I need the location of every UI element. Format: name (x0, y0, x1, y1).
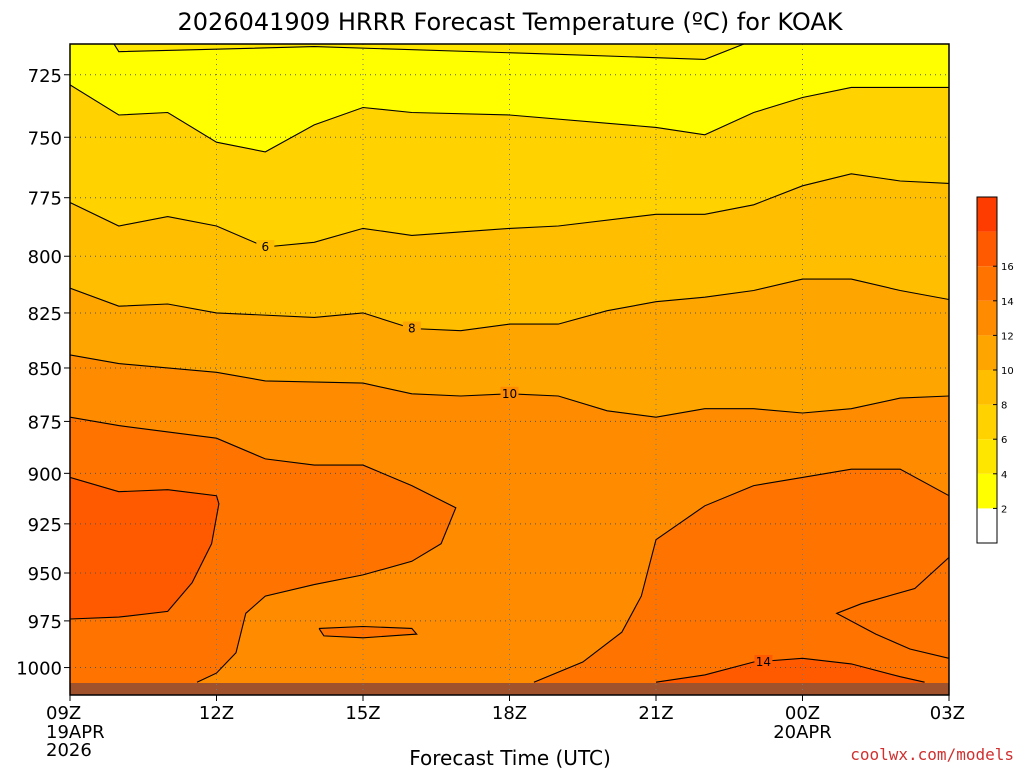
contour-label-14: 14 (756, 655, 771, 669)
colorbar-swatch-2 (977, 439, 997, 474)
y-tick-label-975: 975 (28, 612, 62, 633)
colorbar-label-8: 8 (1001, 401, 1007, 412)
x-tick-label-18Z: 18Z (492, 703, 527, 724)
y-tick-label-950: 950 (28, 564, 62, 585)
contour-14-10 (655, 657, 925, 683)
grid-lines (70, 44, 949, 695)
contour-12-8 (318, 625, 418, 639)
contour-label-6: 6 (262, 240, 270, 254)
x-tick-sublabel-20APR: 20APR (773, 722, 832, 743)
x-tick-label-00Z: 00Z (785, 703, 820, 724)
contour-label-bg-4 (500, 386, 519, 401)
band-region-9 (70, 477, 219, 619)
contour-label-8: 8 (408, 322, 416, 336)
contour-lines: 6 8 10 14 (70, 44, 949, 683)
y-tick-label-850: 850 (28, 359, 62, 380)
colorbar-swatch-9 (977, 197, 997, 232)
contour-4-1 (70, 84, 949, 153)
colorbar: 2 4 6 8 10 12 14 16 (976, 196, 1014, 544)
contour-label-10: 10 (502, 387, 517, 401)
contour-8-3 (70, 278, 949, 332)
y-tick-label-725: 725 (28, 66, 62, 87)
y-axis: 725 750 775 800 825 850 875 900 925 950 975 1000 (16, 66, 70, 680)
colorbar-swatch-7 (977, 266, 997, 301)
contour-10-4 (70, 354, 949, 418)
x-tick-label-09Z: 09Z (46, 703, 81, 724)
band-region-5 (70, 417, 456, 695)
y-tick-label-1000: 1000 (16, 659, 62, 680)
band-region-8 (319, 626, 417, 638)
contour-2-0 (113, 44, 745, 60)
y-tick-label-825: 825 (28, 304, 62, 325)
contour-14-9 (70, 476, 220, 620)
x-tick-sublabel-19APR: 19APR (46, 722, 105, 743)
x-tick-label-15Z: 15Z (345, 703, 380, 724)
y-tick-label-925: 925 (28, 515, 62, 536)
colorbar-swatch-0 (977, 508, 997, 543)
colorbar-swatch-1 (977, 473, 997, 509)
plot-area: 6 8 10 14 (70, 44, 949, 695)
colorbar-label-12: 12 (1001, 331, 1014, 342)
band-region-0 (114, 44, 744, 60)
colorbar-swatch-5 (977, 335, 997, 370)
contour-12-7 (835, 556, 949, 659)
y-tick-label-900: 900 (28, 464, 62, 485)
colorbar-label-4: 4 (1001, 470, 1007, 481)
colorbar-swatch-4 (977, 370, 997, 405)
colorbar-label-16: 16 (1001, 262, 1014, 273)
colorbar-label-2: 2 (1001, 504, 1007, 515)
contour-label-bg-10 (754, 655, 773, 670)
contour-label-bg-3 (402, 321, 421, 336)
x-tick-label-21Z: 21Z (638, 703, 673, 724)
contour-12-6 (533, 468, 949, 683)
x-axis-label: Forecast Time (UTC) (409, 746, 611, 768)
x-tick-label-03Z: 03Z (930, 703, 965, 724)
x-tick-sublabel-2026: 2026 (46, 740, 92, 761)
y-tick-label-875: 875 (28, 412, 62, 433)
colorbar-swatch-8 (977, 231, 997, 267)
colorbar-label-10: 10 (1001, 366, 1014, 377)
contour-label-bg-2 (256, 239, 275, 254)
y-tick-label-775: 775 (28, 189, 62, 210)
chart-title: 2026041909 HRRR Forecast Temperature (ºC… (178, 8, 844, 36)
colorbar-label-14: 14 (1001, 297, 1014, 308)
band-region-7 (836, 557, 949, 659)
x-tick-label-12Z: 12Z (199, 703, 234, 724)
contour-12-5 (70, 416, 457, 683)
colorbar-swatch-6 (977, 300, 997, 336)
y-tick-label-800: 800 (28, 247, 62, 268)
colorbar-swatch-3 (977, 404, 997, 440)
contour-6-2 (70, 173, 949, 248)
band-region-6 (533, 469, 949, 695)
credit-text: coolwx.com/models (850, 745, 1014, 764)
y-tick-label-750: 750 (28, 128, 62, 149)
colorbar-label-6: 6 (1001, 435, 1007, 446)
